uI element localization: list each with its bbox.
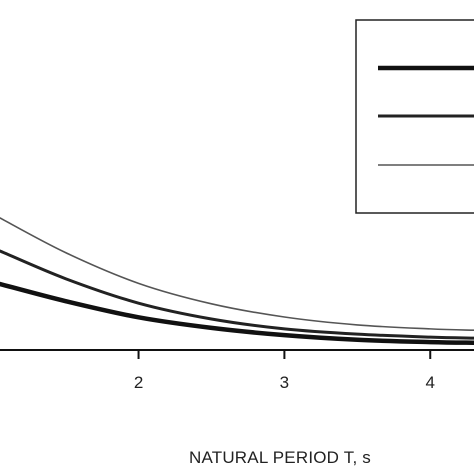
- series-layer: [0, 217, 474, 345]
- series-3-line: [0, 217, 474, 331]
- series-1-line: [0, 281, 474, 345]
- series-2-line: [0, 249, 474, 340]
- x-tick-label-2: 2: [134, 373, 143, 392]
- x-tick-label-3: 3: [280, 373, 289, 392]
- x-tick-label-4: 4: [426, 373, 435, 392]
- x-axis-ticks: 2 3 4: [134, 350, 435, 392]
- legend: [355, 19, 474, 214]
- x-axis-label: NATURAL PERIOD T, s: [189, 448, 371, 467]
